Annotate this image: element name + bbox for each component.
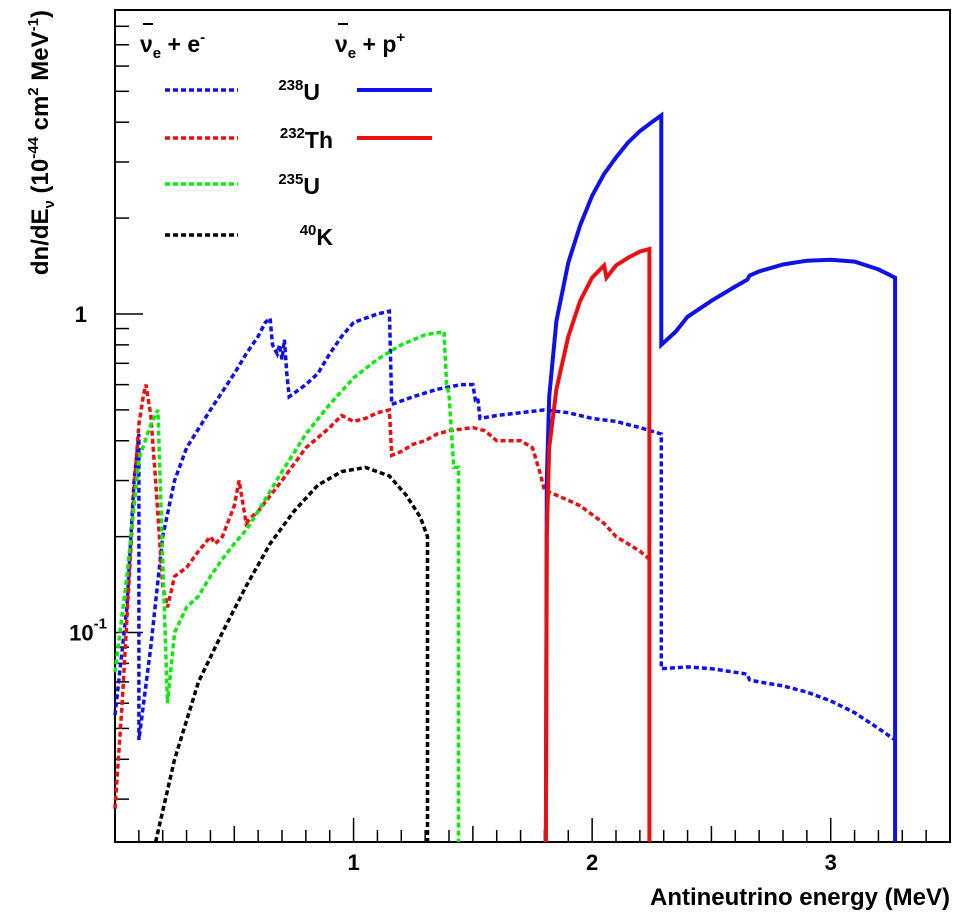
- y-tick-label: 10-1: [69, 616, 107, 646]
- y-tick-label: 1: [75, 302, 87, 327]
- legend-header: νe + p+: [335, 29, 405, 62]
- series-238U-elastic: [113, 309, 897, 842]
- y-axis-title: dn/dEν (10-44 cm2 MeV-1): [25, 10, 58, 275]
- y-axis-title-end: ): [27, 10, 54, 18]
- axis-ticks: [115, 9, 951, 842]
- y-axis-title-main: dn/dE: [27, 208, 54, 275]
- y-tick-label-exp: -1: [94, 616, 107, 633]
- x-tick-label: 1: [347, 850, 359, 875]
- legend-label-symbol: U: [303, 79, 320, 105]
- y-axis-title-mev: MeV: [27, 31, 54, 87]
- x-axis-title: Antineutrino energy (MeV): [650, 884, 950, 911]
- legend-label-symbol: U: [303, 173, 320, 199]
- series-238U-ibd: [543, 111, 898, 843]
- tick-labels: 1 2 3 1 10-1: [69, 302, 837, 875]
- legend-label-mass: 235: [278, 171, 303, 188]
- legend-header-sub: e: [348, 45, 356, 62]
- y-axis-title-sub: ν: [41, 200, 58, 208]
- x-tick-label: 3: [825, 850, 837, 875]
- legend-header: νe + e-: [140, 29, 205, 62]
- y-axis-title-exp1: -44: [25, 136, 42, 158]
- series-layer: [113, 111, 898, 843]
- legend-header-sup: -: [200, 29, 205, 46]
- legend-header-rest: + p: [356, 31, 396, 57]
- legend-header-rest: + e: [161, 31, 200, 57]
- legend-label: 235U: [278, 171, 320, 199]
- series-235U-elastic: [113, 329, 461, 842]
- legend-label-symbol: Th: [305, 127, 333, 153]
- series-232Th-ibd: [543, 246, 652, 843]
- legend-label: 238U: [278, 77, 320, 105]
- legend-label: 232Th: [280, 125, 333, 153]
- y-tick-label-base: 1: [75, 302, 87, 327]
- legend-header-sub: e: [153, 45, 161, 62]
- legend-label-mass: 238: [278, 77, 303, 94]
- legend-header-nu: ν: [140, 31, 153, 57]
- legend-label-symbol: K: [316, 224, 333, 250]
- plot-frame: [114, 9, 951, 843]
- legend-label-mass: 40: [300, 222, 317, 239]
- y-axis-title-exp2: 2: [25, 87, 42, 95]
- y-tick-label-base: 10: [69, 621, 93, 646]
- legend-header-sup: +: [396, 29, 405, 46]
- series-232Th-elastic: [113, 384, 651, 809]
- series-40K-elastic: [153, 465, 430, 843]
- y-axis-title-mid: (10: [27, 159, 54, 200]
- legend-label: 40K: [300, 222, 334, 250]
- y-axis-title-cm: cm: [27, 96, 54, 137]
- x-tick-label: 2: [586, 850, 598, 875]
- legend-header-nu: ν: [335, 31, 348, 57]
- y-axis-title-exp3: -1: [25, 18, 42, 31]
- legend-label-mass: 232: [280, 125, 305, 142]
